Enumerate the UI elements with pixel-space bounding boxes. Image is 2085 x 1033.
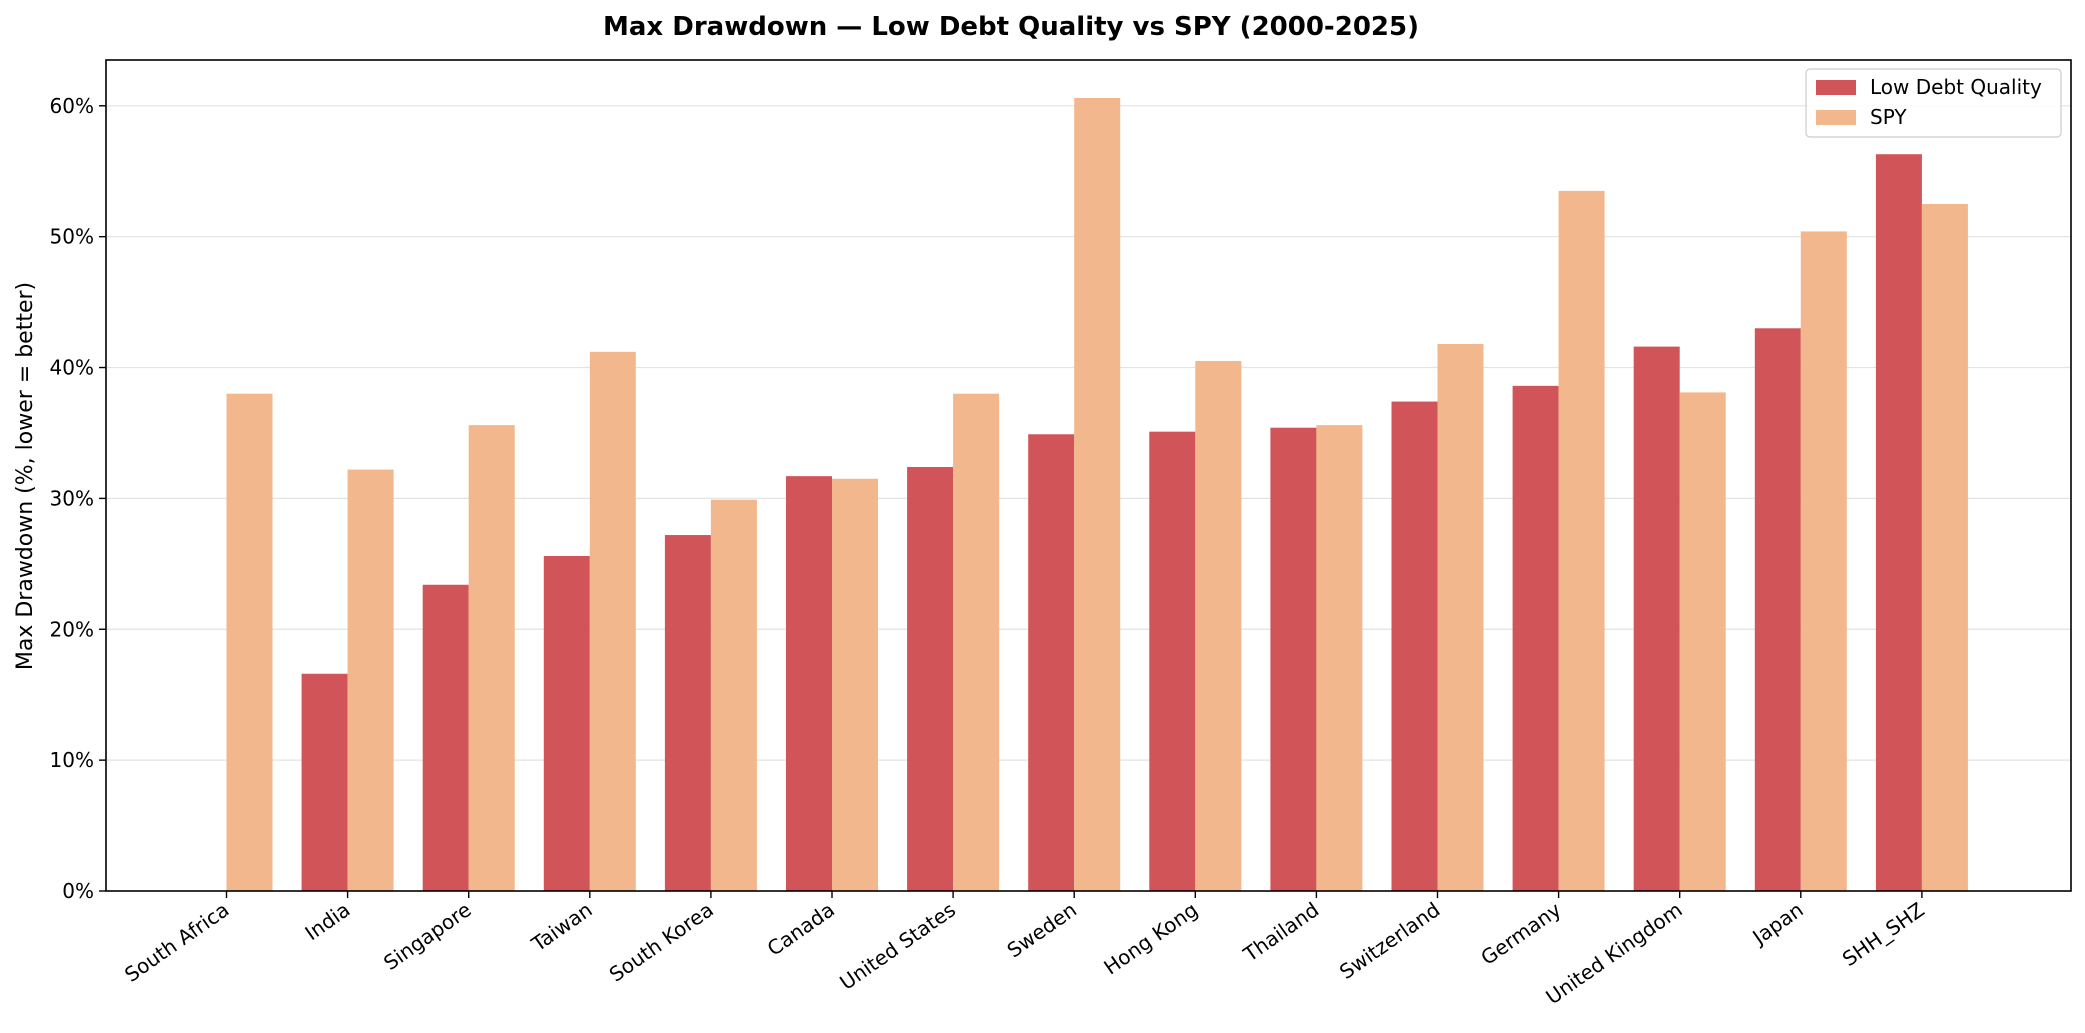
legend-box xyxy=(1805,68,2062,138)
bar-spy-germany xyxy=(1558,190,1605,891)
bar-spy-india xyxy=(347,469,394,891)
bar-low-debt-quality-switzerland xyxy=(1391,401,1438,891)
y-tick-label: 40% xyxy=(50,356,94,380)
y-tick-label: 10% xyxy=(50,748,94,772)
y-tick-label: 20% xyxy=(50,617,94,641)
x-tick-label: Canada xyxy=(763,897,839,960)
bars xyxy=(226,97,1968,892)
bar-spy-singapore xyxy=(468,425,515,891)
bar-low-debt-quality-japan xyxy=(1754,328,1801,891)
bar-spy-thailand xyxy=(1316,425,1363,891)
y-tick-label: 30% xyxy=(50,486,94,510)
bar-low-debt-quality-canada xyxy=(786,476,832,891)
bar-low-debt-quality-sweden xyxy=(1028,434,1075,891)
bar-spy-switzerland xyxy=(1437,343,1484,892)
x-tick-label: Hong Kong xyxy=(1099,897,1202,979)
bar-low-debt-quality-taiwan xyxy=(543,555,590,891)
x-tick-label: Sweden xyxy=(1003,897,1082,962)
legend-label: Low Debt Quality xyxy=(1870,75,2042,99)
x-tick-label: SHH_SHZ xyxy=(1838,897,1929,971)
bar-low-debt-quality-india xyxy=(301,673,348,891)
x-tick-label: South Africa xyxy=(120,897,233,986)
bar-spy-south-africa xyxy=(226,393,273,891)
bar-spy-taiwan xyxy=(589,351,636,891)
bar-spy-hong-kong xyxy=(1195,360,1242,891)
x-tick-label: Singapore xyxy=(379,897,475,975)
legend: Low Debt Quality SPY xyxy=(1805,68,2062,138)
x-tick-label: Germany xyxy=(1476,897,1565,969)
bar-spy-canada xyxy=(832,478,878,891)
x-tick-label: Japan xyxy=(1747,897,1808,950)
bar-spy-united-states xyxy=(953,393,1000,891)
bar-low-debt-quality-united-states xyxy=(907,466,954,891)
x-tick-label: South Korea xyxy=(605,897,718,986)
legend-swatch xyxy=(1816,110,1856,125)
legend-swatch xyxy=(1816,80,1856,95)
bar-low-debt-quality-united-kingdom xyxy=(1633,346,1680,891)
bar-low-debt-quality-thailand xyxy=(1270,427,1317,891)
bar-spy-united-kingdom xyxy=(1679,392,1726,891)
y-axis-label: Max Drawdown (%, lower = better) xyxy=(13,282,38,670)
x-tick-label: Taiwan xyxy=(526,897,596,956)
x-tick-label: India xyxy=(300,897,354,945)
bar-spy-sweden xyxy=(1074,97,1121,892)
bar-spy-south-korea xyxy=(710,499,757,891)
y-tick-label: 60% xyxy=(50,94,94,118)
bar-low-debt-quality-germany xyxy=(1512,385,1559,891)
x-tick-label: Thailand xyxy=(1238,897,1323,966)
y-tick-label: 0% xyxy=(62,879,94,903)
bar-low-debt-quality-shh-shz xyxy=(1875,154,1922,891)
bar-spy-japan xyxy=(1800,231,1847,892)
bar-low-debt-quality-hong-kong xyxy=(1149,431,1196,891)
chart-title: Max Drawdown — Low Debt Quality vs SPY (… xyxy=(603,12,1419,42)
plot-frame xyxy=(105,59,2072,892)
bar-spy-shh-shz xyxy=(1921,203,1968,891)
x-tick-label: United States xyxy=(835,897,960,994)
x-tick-label: Switzerland xyxy=(1335,897,1444,984)
legend-label: SPY xyxy=(1870,105,1907,129)
bar-low-debt-quality-south-korea xyxy=(664,535,711,891)
bar-low-debt-quality-singapore xyxy=(422,584,469,891)
y-tick-label: 50% xyxy=(50,225,94,249)
